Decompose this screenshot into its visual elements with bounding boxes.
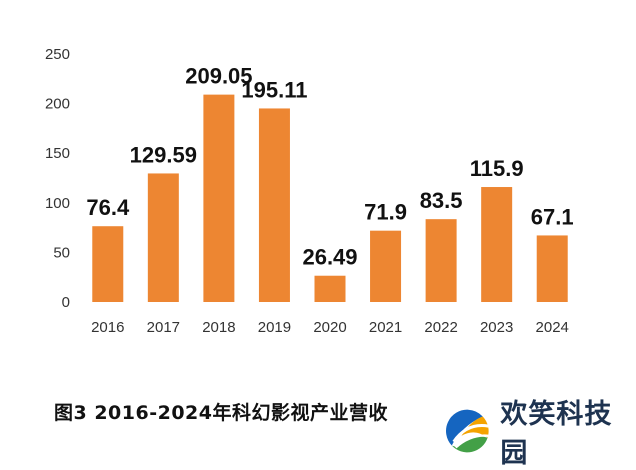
figure-caption: 图3 2016-2024年科幻影视产业营收 [54, 402, 388, 424]
x-tick-label: 2024 [536, 319, 569, 336]
bar-2020 [314, 275, 346, 302]
bar-2021 [370, 230, 402, 302]
y-tick-label: 150 [45, 145, 70, 162]
bar-2017 [147, 173, 179, 302]
bar-2022 [425, 219, 457, 302]
y-axis: 0 50 100 150 200 250 [45, 46, 70, 311]
data-label-2019: 195.11 [241, 77, 307, 102]
watermark-logo: 欢笑科技园 [444, 392, 636, 470]
data-label-2022: 83.5 [420, 188, 463, 213]
data-label-2020: 26.49 [302, 245, 357, 270]
y-tick-label: 0 [62, 294, 70, 311]
y-tick-label: 250 [45, 46, 70, 63]
bar-2023 [481, 187, 513, 302]
bars [92, 94, 568, 302]
x-tick-label: 2022 [424, 319, 457, 336]
x-tick-label: 2020 [313, 319, 346, 336]
y-tick-label: 100 [45, 195, 70, 212]
data-label-2018: 209.05 [185, 64, 252, 89]
x-axis: 2016 2017 2018 2019 2020 2021 2022 2023 2024 [91, 319, 569, 336]
x-tick-label: 2021 [369, 319, 402, 336]
bar-2024 [536, 235, 568, 302]
data-label-2021: 71.9 [364, 200, 407, 225]
x-tick-label: 2019 [258, 319, 291, 336]
y-tick-label: 50 [53, 244, 70, 261]
data-label-2016: 76.4 [86, 195, 130, 220]
x-tick-label: 2018 [202, 319, 235, 336]
x-tick-label: 2016 [91, 319, 124, 336]
watermark-brand-text: 欢笑科技园 [500, 399, 613, 469]
x-tick-label: 2023 [480, 319, 513, 336]
y-tick-label: 200 [45, 96, 70, 113]
bar-2019 [258, 108, 290, 302]
bar-2018 [203, 94, 235, 302]
data-label-2024: 67.1 [531, 204, 574, 229]
bar-2016 [92, 226, 124, 302]
data-label-2017: 129.59 [130, 142, 197, 167]
globe-logo-icon [446, 409, 489, 453]
data-label-2023: 115.9 [470, 156, 524, 181]
x-tick-label: 2017 [147, 319, 180, 336]
